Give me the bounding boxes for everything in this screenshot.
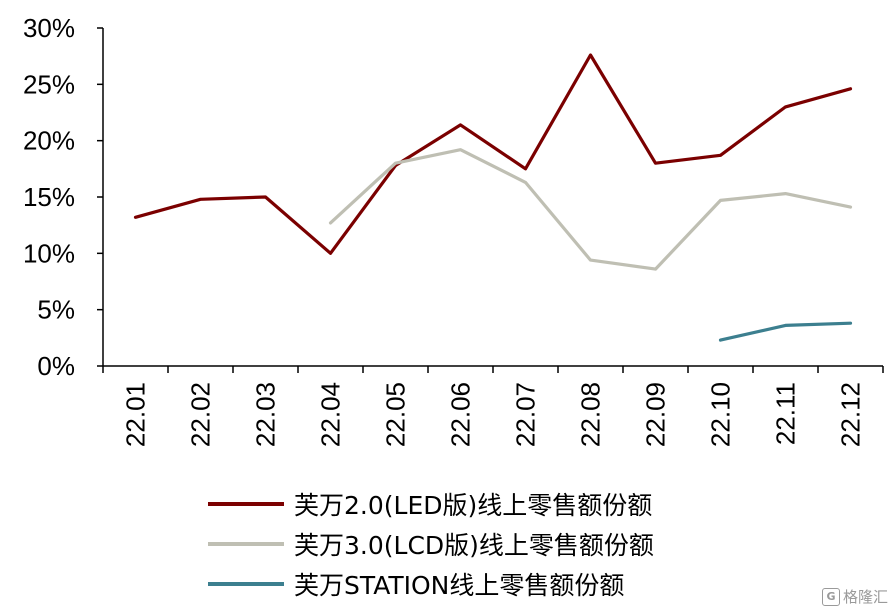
x-tick-label: 22.01 <box>121 382 151 447</box>
series-lines <box>133 53 853 342</box>
y-tick-label: 10% <box>23 238 75 268</box>
legend-label-led: 芙万2.0(LED版)线上零售额份额 <box>294 491 653 520</box>
legend-swatch-led <box>208 502 284 506</box>
legend-label-lcd: 芙万3.0(LCD版)线上零售额份额 <box>294 531 654 560</box>
legend-label-station: 芙万STATION线上零售额份额 <box>294 571 625 600</box>
series-line-station <box>718 321 853 342</box>
x-tick-label: 22.06 <box>446 382 476 447</box>
y-tick-label: 5% <box>37 295 75 325</box>
x-tick-label: 22.05 <box>381 382 411 447</box>
series-line-led <box>133 53 853 255</box>
y-tick-label: 25% <box>23 69 75 99</box>
legend-item-lcd: 芙万3.0(LCD版)线上零售额份额 <box>208 524 654 564</box>
series-line-lcd <box>328 148 853 271</box>
legend: 芙万2.0(LED版)线上零售额份额 芙万3.0(LCD版)线上零售额份额 芙万… <box>208 484 654 604</box>
x-axis-ticks <box>102 366 884 373</box>
watermark-text: 格隆汇 <box>842 588 888 606</box>
x-tick-label: 22.02 <box>186 382 216 447</box>
watermark: G 格隆汇 <box>821 586 888 607</box>
legend-item-station: 芙万STATION线上零售额份额 <box>208 564 654 604</box>
x-axis-tick-labels: 22.01 22.02 22.03 22.04 22.05 22.06 22.07 22.08… <box>121 382 866 447</box>
x-tick-label: 22.10 <box>706 382 736 447</box>
x-tick-label: 22.07 <box>511 382 541 447</box>
y-tick-label: 30% <box>23 13 75 43</box>
legend-swatch-lcd <box>208 542 284 546</box>
y-axis-tick-labels: 0% 5% 10% 15% 20% 25% 30% <box>23 13 75 381</box>
x-tick-label: 22.11 <box>771 382 801 445</box>
x-tick-label: 22.03 <box>251 382 281 447</box>
x-tick-label: 22.08 <box>576 382 606 447</box>
x-tick-label: 22.04 <box>316 382 346 447</box>
y-axis-ticks <box>97 27 103 367</box>
line-chart: 0% 5% 10% 15% 20% 25% 30% 22.01 22.02 22.03 22.04… <box>23 13 884 447</box>
x-tick-label: 22.09 <box>641 382 671 447</box>
y-tick-label: 15% <box>23 182 75 212</box>
y-tick-label: 0% <box>37 351 75 381</box>
legend-swatch-station <box>208 582 284 586</box>
legend-item-led: 芙万2.0(LED版)线上零售额份额 <box>208 484 654 524</box>
y-tick-label: 20% <box>23 126 75 156</box>
x-tick-label: 22.12 <box>836 382 866 447</box>
watermark-logo-icon: G <box>821 587 840 606</box>
